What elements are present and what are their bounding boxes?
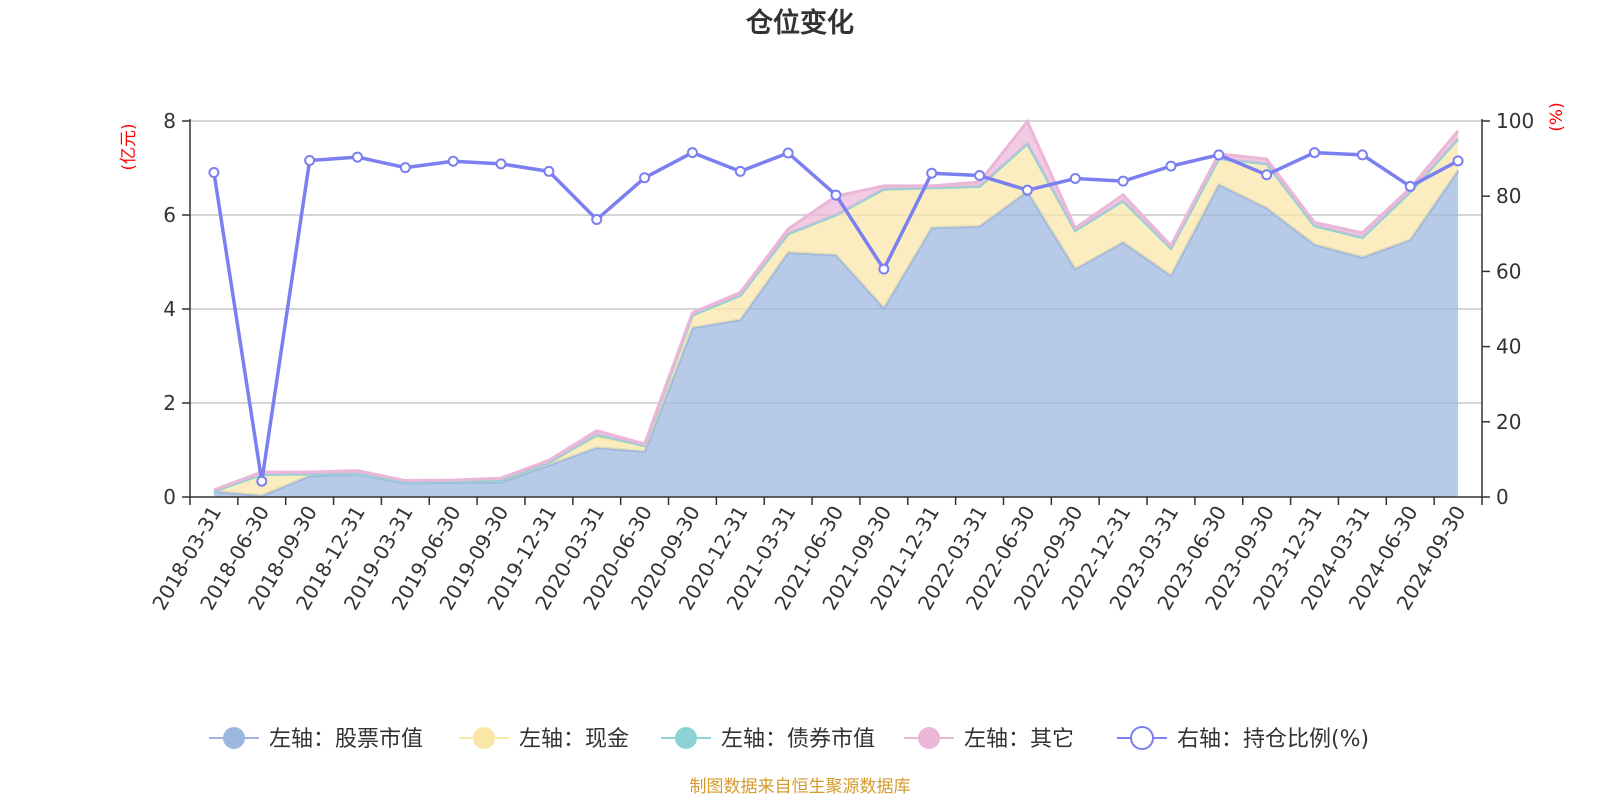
ratio-point	[1117, 175, 1129, 187]
legend-marker	[473, 727, 495, 749]
left-tick-label: 8	[163, 109, 176, 133]
legend-marker	[918, 727, 940, 749]
legend-marker	[675, 727, 697, 749]
ratio-point	[495, 158, 507, 170]
ratio-point	[1261, 169, 1273, 181]
left-tick-label: 2	[163, 391, 176, 415]
left-tick-label: 4	[163, 297, 176, 321]
right-tick-label: 40	[1496, 335, 1521, 359]
ratio-point	[782, 147, 794, 159]
right-tick-label: 20	[1496, 410, 1521, 434]
ratio-point	[974, 170, 986, 182]
right-tick-label: 100	[1496, 109, 1534, 133]
ratio-point	[256, 475, 268, 487]
area-左轴：股票市值	[213, 170, 1459, 497]
ratio-point	[686, 147, 698, 159]
ratio-point	[591, 214, 603, 226]
right-tick-label: 0	[1496, 485, 1509, 509]
ratio-point	[734, 165, 746, 177]
left-tick-label: 0	[163, 485, 176, 509]
legend-marker	[223, 727, 245, 749]
legend-label: 左轴：其它	[964, 727, 1074, 752]
legend: 左轴：股票市值 左轴：现金 左轴：债券市值 左轴：其它 右轴：持仓比例(%)	[209, 726, 1369, 752]
ratio-point	[926, 167, 938, 179]
ratio-point	[399, 162, 411, 174]
ratio-point	[1165, 160, 1177, 172]
ratio-point	[447, 155, 459, 167]
ratio-point	[1356, 149, 1368, 161]
legend-label: 左轴：债券市值	[721, 727, 875, 752]
ratio-point	[208, 167, 220, 179]
ratio-point	[1404, 180, 1416, 192]
left-axis-unit: (亿元)	[119, 123, 139, 170]
ratio-point	[1452, 155, 1464, 167]
chart-title: 仓位变化	[745, 7, 854, 39]
ratio-point	[351, 151, 363, 163]
ratio-point	[304, 154, 316, 166]
source-note: 制图数据来自恒生聚源数据库	[690, 777, 911, 797]
ratio-point	[1213, 149, 1225, 161]
position-ratio-line	[208, 147, 1464, 487]
legend-label: 右轴：持仓比例(%)	[1177, 727, 1369, 752]
legend-marker	[1130, 726, 1154, 750]
area-左轴：现金	[213, 138, 1459, 496]
ratio-point	[543, 165, 555, 177]
left-tick-label: 6	[163, 203, 176, 227]
right-axis-unit: (%)	[1547, 102, 1567, 131]
legend-label: 左轴：现金	[519, 727, 629, 752]
ratio-point	[878, 263, 890, 275]
ratio-point	[1069, 173, 1081, 185]
ratio-point	[1309, 147, 1321, 159]
right-tick-label: 60	[1496, 259, 1521, 283]
right-tick-label: 80	[1496, 184, 1521, 208]
ratio-point	[830, 189, 842, 201]
ratio-point	[1021, 184, 1033, 196]
ratio-point	[639, 172, 651, 184]
legend-label: 左轴：股票市值	[269, 727, 423, 752]
